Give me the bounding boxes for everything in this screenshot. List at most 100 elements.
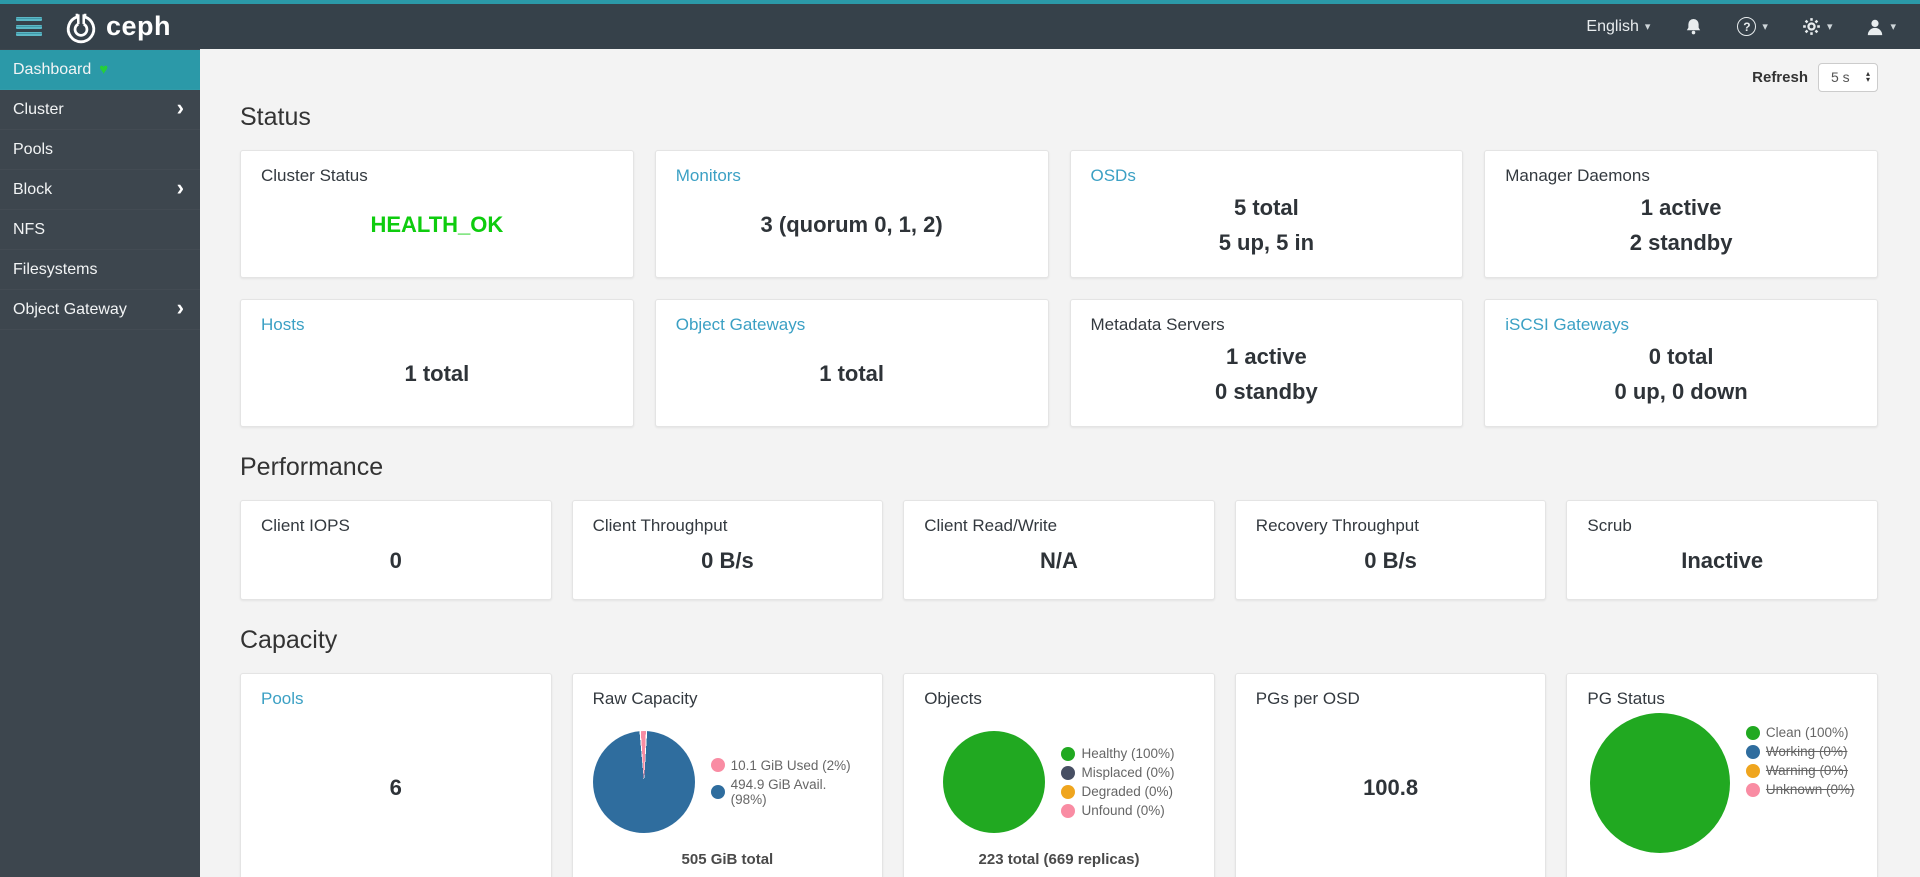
user-icon bbox=[1866, 18, 1884, 36]
ceph-logo-icon bbox=[64, 10, 98, 44]
sidebar-item-object-gateway[interactable]: Object Gateway › bbox=[0, 290, 200, 330]
help-icon: ? bbox=[1737, 17, 1757, 36]
sidebar-item-dashboard[interactable]: Dashboard ♥ bbox=[0, 50, 200, 90]
pie-legend: 10.1 GiB Used (2%) 494.9 GiB Avail. (98%… bbox=[710, 754, 863, 811]
refresh-interval-select[interactable]: 5 s ▴ ▾ bbox=[1818, 62, 1878, 92]
heart-pulse-icon: ♥ bbox=[99, 61, 109, 78]
card-value: 5 up, 5 in bbox=[1218, 229, 1315, 255]
cluster-health-value: HEALTH_OK bbox=[370, 212, 504, 238]
legend-dot bbox=[1745, 725, 1760, 740]
legend-dot bbox=[1061, 746, 1076, 761]
sidebar-item-label: Cluster bbox=[13, 100, 64, 118]
card-raw-capacity: Raw Capacity 10.1 GiB Used (2%) 494.9 Gi… bbox=[571, 673, 884, 877]
legend-item: 10.1 GiB Used (2%) bbox=[710, 757, 863, 773]
sidebar-item-filesystems[interactable]: Filesystems bbox=[0, 250, 200, 290]
settings-dropdown[interactable]: ▾ bbox=[1802, 17, 1832, 36]
legend-label: Working (0%) bbox=[1765, 744, 1848, 759]
sidebar-item-label: Block bbox=[13, 180, 53, 198]
card-value: 1 active bbox=[1226, 344, 1307, 370]
legend-label: Misplaced (0%) bbox=[1081, 765, 1175, 780]
osds-link[interactable]: OSDs bbox=[1090, 166, 1136, 185]
legend-label: 10.1 GiB Used (2%) bbox=[730, 757, 851, 773]
legend-item: 494.9 GiB Avail. (98%) bbox=[710, 776, 863, 807]
pools-link[interactable]: Pools bbox=[261, 689, 304, 708]
card-manager-daemons: Manager Daemons 1 active 2 standby bbox=[1484, 150, 1878, 278]
card-value: 6 bbox=[389, 775, 402, 801]
card-title: Client IOPS bbox=[261, 516, 350, 535]
brand-name: ceph bbox=[106, 11, 172, 41]
legend-item: Healthy (100%) bbox=[1061, 746, 1175, 761]
chevron-down-icon: ▾ bbox=[1890, 21, 1896, 33]
sidebar-item-block[interactable]: Block › bbox=[0, 170, 200, 210]
card-value: 1 total bbox=[404, 361, 470, 387]
sidebar-item-label: Pools bbox=[13, 140, 54, 158]
legend-dot bbox=[710, 758, 725, 772]
card-title: Client Read/Write bbox=[924, 516, 1058, 535]
menu-toggle-icon[interactable] bbox=[16, 17, 42, 36]
card-cluster-status: Cluster Status HEALTH_OK bbox=[240, 150, 634, 278]
pie-legend: Clean (100%) Working (0%) Warning (0%) bbox=[1745, 721, 1855, 801]
language-dropdown[interactable]: English ▾ bbox=[1586, 18, 1650, 36]
capacity-section-title: Capacity bbox=[240, 626, 338, 654]
legend-label: Unknown (0%) bbox=[1765, 782, 1855, 797]
card-value: 3 (quorum 0, 1, 2) bbox=[760, 212, 943, 238]
performance-card-grid: Client IOPS 0 Client Throughput 0 B/s Cl… bbox=[240, 500, 1878, 600]
legend-dot bbox=[1745, 744, 1760, 759]
legend-item: Degraded (0%) bbox=[1061, 784, 1174, 799]
card-title: Objects bbox=[924, 689, 982, 708]
help-dropdown[interactable]: ? ▾ bbox=[1737, 17, 1768, 36]
card-value: 5 total bbox=[1233, 195, 1299, 221]
monitors-link[interactable]: Monitors bbox=[675, 166, 741, 185]
sidebar-item-label: Filesystems bbox=[13, 260, 98, 278]
legend-label: Degraded (0%) bbox=[1081, 784, 1174, 799]
legend-item: Clean (100%) bbox=[1745, 725, 1855, 740]
card-value: 1 active bbox=[1640, 195, 1722, 221]
card-title: Recovery Throughput bbox=[1255, 516, 1419, 535]
sidebar-item-nfs[interactable]: NFS bbox=[0, 210, 200, 250]
card-title: PG Status bbox=[1587, 689, 1665, 708]
card-title: Cluster Status bbox=[261, 166, 368, 185]
refresh-label: Refresh bbox=[1752, 68, 1808, 86]
card-scrub: Scrub Inactive bbox=[1566, 500, 1878, 600]
raw-capacity-pie-chart bbox=[592, 731, 695, 833]
card-client-iops: Client IOPS 0 bbox=[240, 500, 552, 600]
card-pgs-per-osd: PGs per OSD 100.8 bbox=[1234, 673, 1547, 877]
card-client-read-write: Client Read/Write N/A bbox=[903, 500, 1215, 600]
sidebar-item-cluster[interactable]: Cluster › bbox=[0, 90, 200, 130]
gear-icon bbox=[1802, 17, 1821, 36]
card-value: 0 standby bbox=[1215, 378, 1318, 404]
card-value: 0 B/s bbox=[701, 548, 754, 574]
top-navbar: ceph English ▾ ? ▾ bbox=[0, 0, 1920, 49]
hosts-link[interactable]: Hosts bbox=[261, 315, 305, 334]
iscsi-gateways-link[interactable]: iSCSI Gateways bbox=[1505, 315, 1630, 334]
sidebar: Dashboard ♥ Cluster › Pools Block › NFS … bbox=[0, 49, 200, 877]
sidebar-item-label: Dashboard bbox=[13, 60, 92, 78]
card-iscsi-gateways: iSCSI Gateways 0 total 0 up, 0 down bbox=[1484, 299, 1878, 427]
card-objects: Objects Healthy (100%) Misplaced (0%) bbox=[903, 673, 1215, 877]
select-stepper-icon: ▴ ▾ bbox=[1865, 68, 1870, 84]
ceph-logo: ceph bbox=[64, 10, 171, 44]
status-section-title: Status bbox=[240, 103, 311, 131]
legend-item: Unknown (0%) bbox=[1745, 782, 1855, 797]
card-title: Manager Daemons bbox=[1505, 166, 1650, 185]
legend-label: Unfound (0%) bbox=[1081, 803, 1165, 818]
pie-total-label: 223 total (669 replicas) bbox=[978, 851, 1140, 868]
card-title: Scrub bbox=[1587, 516, 1632, 535]
status-card-grid: Cluster Status HEALTH_OK Monitors 3 (quo… bbox=[240, 150, 1878, 427]
legend-label: 494.9 GiB Avail. (98%) bbox=[730, 776, 827, 807]
card-title: Client Throughput bbox=[592, 516, 728, 535]
object-gateways-link[interactable]: Object Gateways bbox=[675, 315, 806, 334]
card-value: 100.8 bbox=[1363, 775, 1419, 801]
sidebar-item-pools[interactable]: Pools bbox=[0, 130, 200, 170]
card-value: N/A bbox=[1040, 548, 1078, 574]
user-dropdown[interactable]: ▾ bbox=[1866, 18, 1896, 36]
sidebar-item-label: NFS bbox=[13, 220, 45, 238]
dashboard-content: Refresh 5 s ▴ ▾ Status Cluster Status HEA… bbox=[200, 49, 1920, 877]
legend-dot bbox=[1745, 763, 1760, 778]
legend-item: Misplaced (0%) bbox=[1061, 765, 1175, 780]
card-recovery-throughput: Recovery Throughput 0 B/s bbox=[1234, 500, 1547, 600]
notifications-button[interactable] bbox=[1684, 17, 1703, 37]
objects-pie-chart bbox=[943, 731, 1046, 833]
accent-strip bbox=[0, 0, 1920, 4]
pie-total-label: 505 GiB total bbox=[681, 851, 774, 868]
